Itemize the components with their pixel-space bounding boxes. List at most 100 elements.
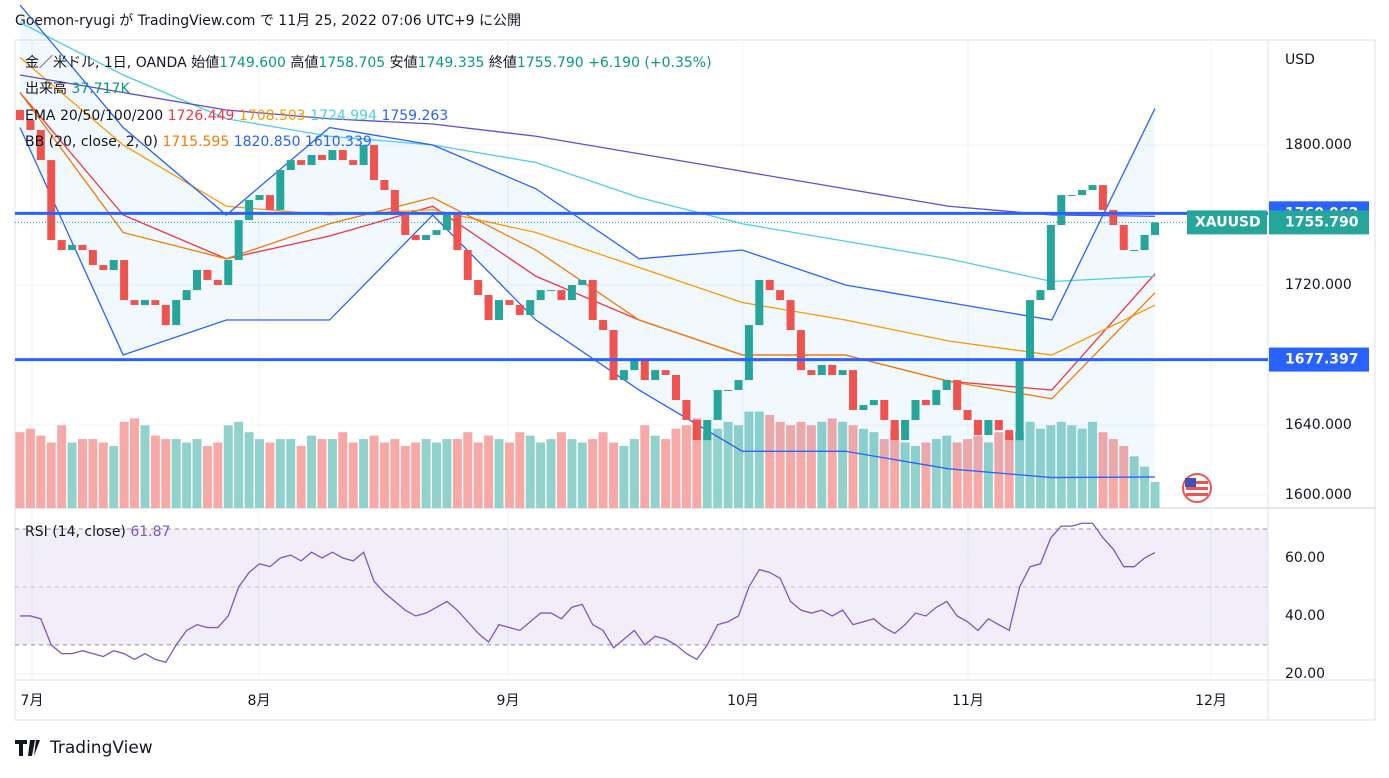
volume-bar xyxy=(879,439,889,508)
rsi-tick-label: 40.00 xyxy=(1285,608,1325,624)
candle xyxy=(786,300,795,331)
volume-bar xyxy=(963,439,973,508)
candle xyxy=(297,160,306,165)
bb-legend: BB (20, close, 2, 0) 1715.595 1820.850 1… xyxy=(25,134,372,150)
volume-bar xyxy=(286,439,296,508)
volume-bar xyxy=(744,411,754,508)
volume-bar xyxy=(109,445,119,508)
candle xyxy=(880,400,889,420)
volume-bar xyxy=(515,432,525,508)
y-tick-label: 1720.000 xyxy=(1285,277,1352,293)
volume-bar xyxy=(806,425,816,508)
volume-bar xyxy=(421,439,431,508)
volume-bar xyxy=(379,442,389,508)
volume-bar xyxy=(192,439,202,508)
candle xyxy=(953,380,962,410)
candle xyxy=(567,285,576,301)
indicator-line xyxy=(19,4,1156,321)
candle xyxy=(432,230,441,235)
volume-bar xyxy=(46,442,56,508)
symbol-bg xyxy=(1187,210,1267,235)
candle xyxy=(838,370,847,375)
candle xyxy=(411,234,420,241)
volume-bar xyxy=(411,442,421,508)
volume-bar xyxy=(942,435,952,508)
candle xyxy=(182,290,191,301)
symbol: 金／米ドル, 1日, OANDA 始値1749.600 高値1758.705 安… xyxy=(25,54,712,71)
candle xyxy=(359,145,368,165)
candle xyxy=(1078,189,1087,196)
volume-bar xyxy=(1067,425,1077,508)
volume-bar xyxy=(1025,421,1035,508)
candle xyxy=(47,160,56,241)
candle xyxy=(776,290,785,301)
volume-bar xyxy=(296,445,306,508)
candle xyxy=(245,199,254,221)
volume-bar xyxy=(754,411,764,508)
candle xyxy=(973,419,982,436)
candle xyxy=(328,150,337,161)
volume-bar xyxy=(723,421,733,508)
candle xyxy=(307,154,316,165)
candle xyxy=(901,419,910,441)
volume-bar xyxy=(983,442,993,508)
volume-legend: 出来高 37.717K xyxy=(25,80,130,97)
volume-bar xyxy=(400,445,410,508)
volume-bar xyxy=(484,435,494,508)
candle xyxy=(578,279,587,286)
volume-bar xyxy=(609,442,619,508)
candle xyxy=(390,189,399,216)
candle xyxy=(796,330,805,371)
candle xyxy=(193,269,202,291)
volume-bar xyxy=(150,435,160,508)
price-label-bg xyxy=(1269,347,1369,372)
volume-bar xyxy=(1150,482,1160,508)
volume-bar xyxy=(661,439,671,508)
volume-bar xyxy=(640,425,650,508)
candle xyxy=(932,390,941,406)
candle xyxy=(984,419,993,436)
candle xyxy=(755,279,764,326)
volume-bar xyxy=(556,432,566,508)
candle xyxy=(734,380,743,391)
candle xyxy=(484,295,493,321)
volume-bar xyxy=(254,439,264,508)
volume-bar xyxy=(838,421,848,508)
volume-bar xyxy=(442,439,452,508)
volume-bar xyxy=(390,439,400,508)
candle xyxy=(120,259,129,301)
volume-bar xyxy=(525,435,535,508)
volume-bar xyxy=(307,435,317,508)
volume-bar xyxy=(473,442,483,508)
candle xyxy=(130,300,139,305)
volume-bar xyxy=(765,414,775,508)
last-price-bg xyxy=(1269,210,1369,235)
candle xyxy=(609,330,618,381)
volume-bar xyxy=(77,439,87,508)
volume-bar xyxy=(775,421,785,508)
candle xyxy=(1067,195,1076,197)
volume-bar xyxy=(869,432,879,508)
candle xyxy=(890,419,899,441)
candle xyxy=(765,279,774,291)
volume-bar xyxy=(494,439,504,508)
x-tick-label: 12月 xyxy=(1195,693,1227,709)
volume-bar xyxy=(275,439,285,508)
candle xyxy=(619,370,628,381)
volume-bar xyxy=(36,435,46,508)
candle xyxy=(994,419,1003,431)
candle xyxy=(505,300,514,305)
candle xyxy=(224,259,233,286)
candle xyxy=(370,145,379,181)
volume-bar xyxy=(692,418,702,508)
x-tick-label: 11月 xyxy=(952,693,984,709)
indicator-line xyxy=(19,21,1156,283)
candle xyxy=(442,215,451,231)
volume-bar xyxy=(57,425,67,508)
volume-bar xyxy=(796,421,806,508)
volume-bar xyxy=(171,439,181,508)
volume-bar xyxy=(265,442,275,508)
indicator-line xyxy=(19,92,1156,391)
candle xyxy=(494,300,503,321)
